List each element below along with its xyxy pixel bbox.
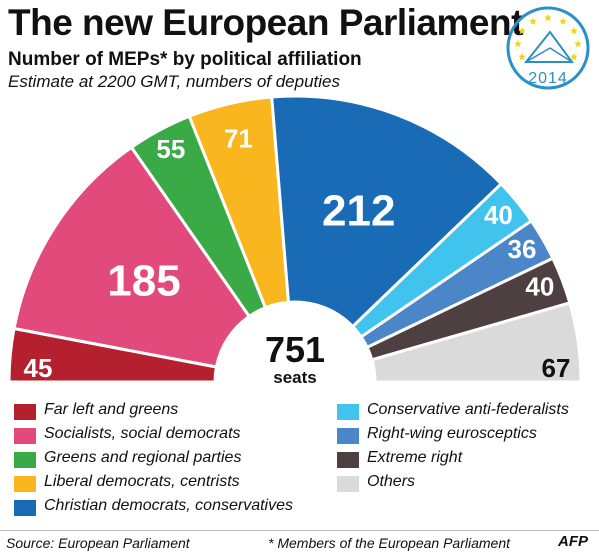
star-icon <box>529 17 537 25</box>
legend-swatch <box>337 452 359 468</box>
segment-value-label: 55 <box>156 134 185 164</box>
afp-credit: AFP <box>558 533 588 550</box>
legend-label: Greens and regional parties <box>44 449 242 466</box>
total-seats-unit: seats <box>273 368 316 387</box>
legend-swatch <box>14 404 36 420</box>
segment-value-label: 36 <box>508 234 537 264</box>
chart-subtitle: Number of MEPs* by political affiliation <box>8 49 362 70</box>
legend-label: Extreme right <box>367 449 463 466</box>
logo-ring <box>506 6 590 90</box>
source-note: Source: European Parliament <box>6 535 190 551</box>
segment-value-label: 185 <box>107 257 180 306</box>
star-icon <box>574 40 582 48</box>
hemicycle-chart: 45 185 55 71 212 40 36 40 67 751 seats <box>7 94 583 387</box>
legend-swatch <box>14 500 36 516</box>
legend-label: Socialists, social democrats <box>44 425 241 442</box>
star-icon <box>570 53 578 61</box>
legend-swatch <box>14 476 36 492</box>
chart-note: Estimate at 2200 GMT, numbers of deputie… <box>8 72 340 91</box>
logo-year: 2014 <box>528 70 568 87</box>
election-logo: 2014 <box>506 6 590 90</box>
legend-swatch <box>14 428 36 444</box>
segment-value-label: 45 <box>24 353 53 383</box>
hemicycle-segment <box>370 301 583 384</box>
legend-label: Far left and greens <box>44 401 179 418</box>
segment-value-label: 40 <box>525 272 554 302</box>
legend-swatch <box>337 476 359 492</box>
star-icon <box>514 40 522 48</box>
hemicycle-segment <box>270 94 504 329</box>
star-icon <box>518 53 526 61</box>
star-icon <box>518 27 526 35</box>
legend-label: Right-wing eurosceptics <box>367 425 537 442</box>
footnote: * Members of the European Parliament <box>268 535 511 551</box>
segment-value-label: 67 <box>542 353 571 383</box>
legend-label: Liberal democrats, centrists <box>44 473 240 490</box>
segment-value-label: 40 <box>484 200 513 230</box>
star-icon <box>559 17 567 25</box>
ballot-fold-icon <box>525 47 573 63</box>
legend-label: Others <box>367 473 416 490</box>
star-icon <box>544 14 552 22</box>
segment-value-label: 212 <box>322 186 395 235</box>
segment-value-label: 71 <box>224 123 253 153</box>
total-seats-value: 751 <box>265 329 325 370</box>
footer-divider <box>0 530 599 531</box>
legend-swatch <box>337 428 359 444</box>
legend-swatch <box>14 452 36 468</box>
hemicycle-segment <box>12 145 252 369</box>
star-ring-icon <box>514 14 582 61</box>
legend-swatch <box>337 404 359 420</box>
star-icon <box>570 27 578 35</box>
chart-title: The new European Parliament <box>8 2 523 43</box>
legend-label: Conservative anti-federalists <box>367 401 569 418</box>
legend-label: Christian democrats, conservatives <box>44 497 293 514</box>
